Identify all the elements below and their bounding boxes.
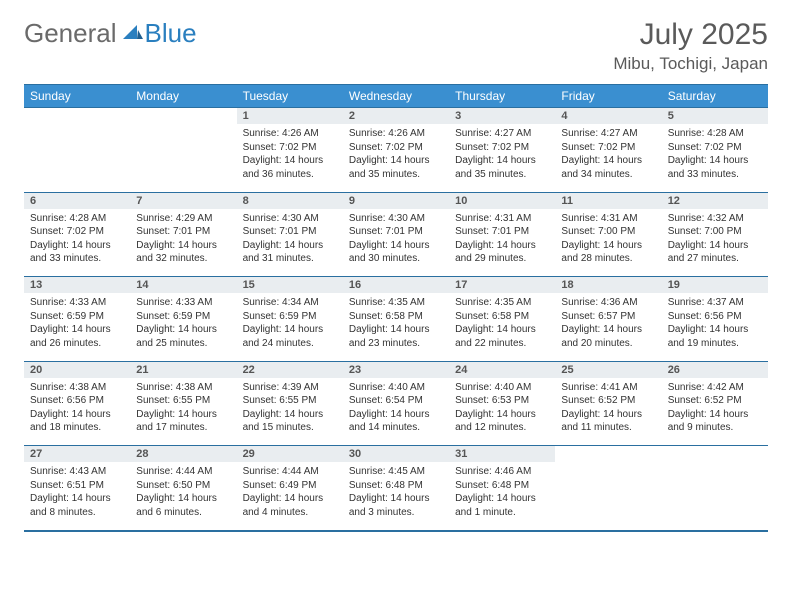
day-details-cell: Sunrise: 4:28 AMSunset: 7:02 PMDaylight:… bbox=[24, 209, 130, 277]
weekday-header: Sunday bbox=[24, 85, 130, 108]
day-number-cell: 25 bbox=[555, 361, 661, 378]
day-details-row: Sunrise: 4:28 AMSunset: 7:02 PMDaylight:… bbox=[24, 209, 768, 277]
day-details-cell: Sunrise: 4:39 AMSunset: 6:55 PMDaylight:… bbox=[237, 378, 343, 446]
day-number-cell: 16 bbox=[343, 277, 449, 294]
weekday-header-row: Sunday Monday Tuesday Wednesday Thursday… bbox=[24, 85, 768, 108]
day-details-cell: Sunrise: 4:34 AMSunset: 6:59 PMDaylight:… bbox=[237, 293, 343, 361]
day-details-cell: Sunrise: 4:46 AMSunset: 6:48 PMDaylight:… bbox=[449, 462, 555, 530]
day-number-cell: 12 bbox=[662, 192, 768, 209]
day-number-cell: 27 bbox=[24, 446, 130, 463]
day-details-row: Sunrise: 4:33 AMSunset: 6:59 PMDaylight:… bbox=[24, 293, 768, 361]
location: Mibu, Tochigi, Japan bbox=[613, 54, 768, 74]
day-number-row: 20212223242526 bbox=[24, 361, 768, 378]
day-number-cell bbox=[24, 108, 130, 125]
day-number-cell: 29 bbox=[237, 446, 343, 463]
weekday-header: Thursday bbox=[449, 85, 555, 108]
day-details-cell: Sunrise: 4:38 AMSunset: 6:56 PMDaylight:… bbox=[24, 378, 130, 446]
header: General Blue July 2025 Mibu, Tochigi, Ja… bbox=[24, 18, 768, 74]
day-number-cell: 30 bbox=[343, 446, 449, 463]
day-number-cell: 21 bbox=[130, 361, 236, 378]
day-details-cell: Sunrise: 4:44 AMSunset: 6:49 PMDaylight:… bbox=[237, 462, 343, 530]
day-number-cell bbox=[555, 446, 661, 463]
day-details-cell: Sunrise: 4:26 AMSunset: 7:02 PMDaylight:… bbox=[343, 124, 449, 192]
day-number-cell: 28 bbox=[130, 446, 236, 463]
weekday-header: Friday bbox=[555, 85, 661, 108]
day-details-cell: Sunrise: 4:29 AMSunset: 7:01 PMDaylight:… bbox=[130, 209, 236, 277]
day-number-row: 12345 bbox=[24, 108, 768, 125]
day-details-cell bbox=[24, 124, 130, 192]
day-details-cell: Sunrise: 4:32 AMSunset: 7:00 PMDaylight:… bbox=[662, 209, 768, 277]
day-number-cell: 2 bbox=[343, 108, 449, 125]
day-details-cell: Sunrise: 4:30 AMSunset: 7:01 PMDaylight:… bbox=[343, 209, 449, 277]
day-number-cell: 11 bbox=[555, 192, 661, 209]
day-number-cell bbox=[130, 108, 236, 125]
day-details-cell bbox=[555, 462, 661, 530]
day-number-cell: 9 bbox=[343, 192, 449, 209]
weekday-header: Monday bbox=[130, 85, 236, 108]
weekday-header: Tuesday bbox=[237, 85, 343, 108]
day-number-cell: 23 bbox=[343, 361, 449, 378]
day-number-row: 2728293031 bbox=[24, 446, 768, 463]
day-number-cell: 10 bbox=[449, 192, 555, 209]
day-details-cell: Sunrise: 4:40 AMSunset: 6:54 PMDaylight:… bbox=[343, 378, 449, 446]
day-number-cell: 5 bbox=[662, 108, 768, 125]
day-details-cell: Sunrise: 4:26 AMSunset: 7:02 PMDaylight:… bbox=[237, 124, 343, 192]
weekday-header: Wednesday bbox=[343, 85, 449, 108]
day-number-cell bbox=[662, 446, 768, 463]
day-number-cell: 18 bbox=[555, 277, 661, 294]
day-details-cell: Sunrise: 4:30 AMSunset: 7:01 PMDaylight:… bbox=[237, 209, 343, 277]
day-details-cell: Sunrise: 4:36 AMSunset: 6:57 PMDaylight:… bbox=[555, 293, 661, 361]
day-number-cell: 8 bbox=[237, 192, 343, 209]
title-block: July 2025 Mibu, Tochigi, Japan bbox=[613, 18, 768, 74]
day-details-row: Sunrise: 4:43 AMSunset: 6:51 PMDaylight:… bbox=[24, 462, 768, 530]
day-details-cell: Sunrise: 4:38 AMSunset: 6:55 PMDaylight:… bbox=[130, 378, 236, 446]
day-details-cell: Sunrise: 4:28 AMSunset: 7:02 PMDaylight:… bbox=[662, 124, 768, 192]
day-number-cell: 15 bbox=[237, 277, 343, 294]
logo-sail-icon bbox=[121, 21, 143, 46]
day-details-row: Sunrise: 4:26 AMSunset: 7:02 PMDaylight:… bbox=[24, 124, 768, 192]
day-details-cell: Sunrise: 4:35 AMSunset: 6:58 PMDaylight:… bbox=[449, 293, 555, 361]
day-details-cell: Sunrise: 4:41 AMSunset: 6:52 PMDaylight:… bbox=[555, 378, 661, 446]
day-details-cell: Sunrise: 4:40 AMSunset: 6:53 PMDaylight:… bbox=[449, 378, 555, 446]
day-details-cell: Sunrise: 4:27 AMSunset: 7:02 PMDaylight:… bbox=[449, 124, 555, 192]
logo-text-general: General bbox=[24, 18, 117, 49]
day-number-cell: 26 bbox=[662, 361, 768, 378]
day-number-row: 6789101112 bbox=[24, 192, 768, 209]
day-number-cell: 6 bbox=[24, 192, 130, 209]
day-number-cell: 17 bbox=[449, 277, 555, 294]
day-number-cell: 13 bbox=[24, 277, 130, 294]
day-details-cell bbox=[662, 462, 768, 530]
day-details-cell: Sunrise: 4:37 AMSunset: 6:56 PMDaylight:… bbox=[662, 293, 768, 361]
month-title: July 2025 bbox=[613, 18, 768, 52]
day-details-cell: Sunrise: 4:31 AMSunset: 7:01 PMDaylight:… bbox=[449, 209, 555, 277]
day-details-cell: Sunrise: 4:33 AMSunset: 6:59 PMDaylight:… bbox=[24, 293, 130, 361]
logo: General Blue bbox=[24, 18, 197, 49]
day-number-cell: 20 bbox=[24, 361, 130, 378]
day-details-cell: Sunrise: 4:35 AMSunset: 6:58 PMDaylight:… bbox=[343, 293, 449, 361]
day-details-cell: Sunrise: 4:31 AMSunset: 7:00 PMDaylight:… bbox=[555, 209, 661, 277]
day-details-cell: Sunrise: 4:27 AMSunset: 7:02 PMDaylight:… bbox=[555, 124, 661, 192]
day-details-cell: Sunrise: 4:43 AMSunset: 6:51 PMDaylight:… bbox=[24, 462, 130, 530]
logo-text-blue: Blue bbox=[145, 18, 197, 49]
day-number-cell: 1 bbox=[237, 108, 343, 125]
day-details-cell bbox=[130, 124, 236, 192]
day-details-cell: Sunrise: 4:42 AMSunset: 6:52 PMDaylight:… bbox=[662, 378, 768, 446]
day-details-row: Sunrise: 4:38 AMSunset: 6:56 PMDaylight:… bbox=[24, 378, 768, 446]
day-details-cell: Sunrise: 4:45 AMSunset: 6:48 PMDaylight:… bbox=[343, 462, 449, 530]
day-number-cell: 14 bbox=[130, 277, 236, 294]
day-number-cell: 31 bbox=[449, 446, 555, 463]
day-number-cell: 3 bbox=[449, 108, 555, 125]
day-details-cell: Sunrise: 4:44 AMSunset: 6:50 PMDaylight:… bbox=[130, 462, 236, 530]
calendar-table: Sunday Monday Tuesday Wednesday Thursday… bbox=[24, 84, 768, 531]
weekday-header: Saturday bbox=[662, 85, 768, 108]
day-details-cell: Sunrise: 4:33 AMSunset: 6:59 PMDaylight:… bbox=[130, 293, 236, 361]
day-number-cell: 24 bbox=[449, 361, 555, 378]
day-number-cell: 4 bbox=[555, 108, 661, 125]
day-number-cell: 19 bbox=[662, 277, 768, 294]
table-bottom-border bbox=[24, 531, 768, 532]
day-number-row: 13141516171819 bbox=[24, 277, 768, 294]
day-number-cell: 7 bbox=[130, 192, 236, 209]
day-number-cell: 22 bbox=[237, 361, 343, 378]
